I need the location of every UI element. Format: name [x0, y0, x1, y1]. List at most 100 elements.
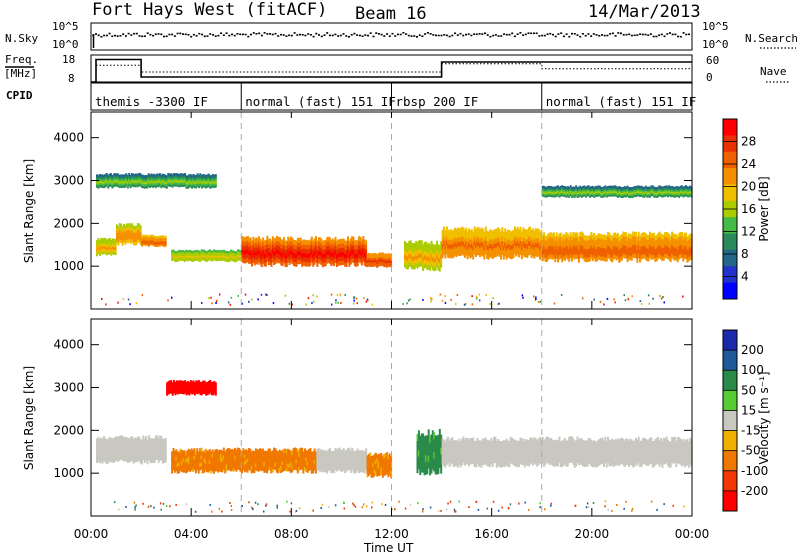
heatmap-cell: [260, 449, 263, 454]
heatmap-cell: [296, 246, 299, 252]
heatmap-cell: [121, 451, 124, 457]
heatmap-cell: [647, 188, 650, 191]
heatmap-cell: [315, 257, 317, 263]
heatmap-cell: [434, 257, 437, 263]
heatmap-cell: [653, 190, 655, 193]
heatmap-cell: [572, 190, 575, 193]
heatmap-cell: [526, 239, 529, 245]
heatmap-cell: [651, 245, 654, 251]
heatmap-cell: [493, 229, 496, 235]
heatmap-cell: [153, 458, 156, 463]
heatmap-cell: [100, 178, 103, 182]
heatmap-cell: [150, 180, 153, 183]
heatmap-cell: [622, 195, 625, 198]
heatmap-cell: [461, 240, 464, 246]
heatmap-cell: [164, 185, 167, 189]
heatmap-cell: [132, 177, 135, 181]
heatmap-cell: [434, 261, 437, 267]
heatmap-cell: [220, 453, 222, 458]
heatmap-cell: [244, 258, 246, 264]
heatmap-cell: [554, 186, 557, 189]
heatmap-cell: [154, 185, 157, 189]
heatmap-cell: [689, 246, 692, 252]
heatmap-cell: [203, 178, 206, 182]
heatmap-cell: [554, 195, 557, 198]
heatmap-cell: [274, 451, 277, 456]
heatmap-cell: [683, 194, 686, 197]
heatmap-cell: [253, 243, 256, 249]
heatmap-cell: [136, 182, 139, 186]
heatmap-cell: [576, 241, 579, 247]
heatmap-cell: [583, 243, 586, 249]
heatmap-cell: [121, 232, 124, 237]
heatmap-cell: [507, 252, 509, 258]
heatmap-cell: [265, 293, 267, 296]
heatmap-cell: [275, 454, 278, 459]
heatmap-cell: [306, 252, 309, 258]
heatmap-cell: [244, 237, 246, 243]
heatmap-cell: [618, 192, 621, 196]
heatmap-cell: [562, 242, 565, 248]
heatmap-cell: [580, 244, 583, 250]
heatmap-cell: [667, 254, 669, 260]
heatmap-cell: [486, 235, 489, 241]
heatmap-cell: [308, 449, 310, 454]
heatmap-cell: [628, 194, 630, 197]
heatmap-cell: [626, 185, 629, 188]
heatmap-cell: [630, 190, 633, 193]
heatmap-cell: [208, 459, 211, 464]
heatmap-cell: [468, 242, 470, 248]
heatmap-cell: [679, 253, 682, 259]
heatmap-cell: [520, 245, 523, 251]
heatmap-cell: [598, 246, 601, 252]
noise-sample: [367, 34, 369, 37]
heatmap-cell: [683, 192, 686, 196]
heatmap-cell: [160, 185, 163, 189]
heatmap-cell: [145, 444, 148, 449]
heatmap-cell: [284, 455, 287, 460]
heatmap-cell: [537, 246, 540, 253]
heatmap-cell: [676, 186, 679, 189]
heatmap-cell: [667, 194, 669, 198]
heatmap-cell: [101, 178, 104, 182]
heatmap-cell: [429, 248, 432, 254]
heatmap-cell: [116, 233, 118, 238]
heatmap-cell: [475, 295, 478, 298]
heatmap-cell: [316, 295, 318, 298]
heatmap-cell: [587, 244, 590, 250]
noise-sample: [677, 35, 680, 38]
heatmap-cell: [547, 189, 550, 192]
heatmap-cell: [440, 258, 443, 264]
heatmap-cell: [497, 236, 500, 242]
heatmap-cell: [136, 238, 139, 243]
heatmap-cell: [209, 186, 212, 189]
heatmap-cell: [209, 179, 212, 183]
heatmap-cell: [110, 252, 113, 256]
heatmap-cell: [284, 244, 287, 250]
heatmap-cell: [687, 188, 690, 191]
heatmap-cell: [203, 461, 206, 466]
heatmap-cell: [647, 189, 650, 193]
heatmap-cell: [680, 185, 683, 188]
heatmap-cell: [676, 187, 679, 191]
heatmap-cell: [545, 235, 548, 241]
heatmap-cell: [227, 448, 229, 453]
heatmap-cell: [568, 244, 571, 249]
heatmap-cell: [561, 185, 564, 188]
heatmap-cell: [583, 185, 586, 188]
heatmap-cell: [308, 466, 310, 472]
heatmap-cell: [255, 258, 258, 264]
heatmap-cell: [417, 261, 420, 267]
heatmap-cell: [430, 245, 433, 250]
heatmap-cell: [660, 189, 662, 192]
heatmap-cell: [114, 243, 117, 248]
heatmap-cell: [675, 193, 678, 196]
heatmap-cell: [461, 231, 464, 237]
freq-tick-bottom: 8: [68, 72, 75, 85]
heatmap-cell: [668, 186, 671, 190]
heatmap-cell: [682, 248, 685, 254]
noise-sample: [157, 33, 160, 35]
heatmap-cell: [630, 255, 633, 261]
heatmap-cell: [647, 195, 650, 198]
noise-sample: [222, 34, 225, 36]
